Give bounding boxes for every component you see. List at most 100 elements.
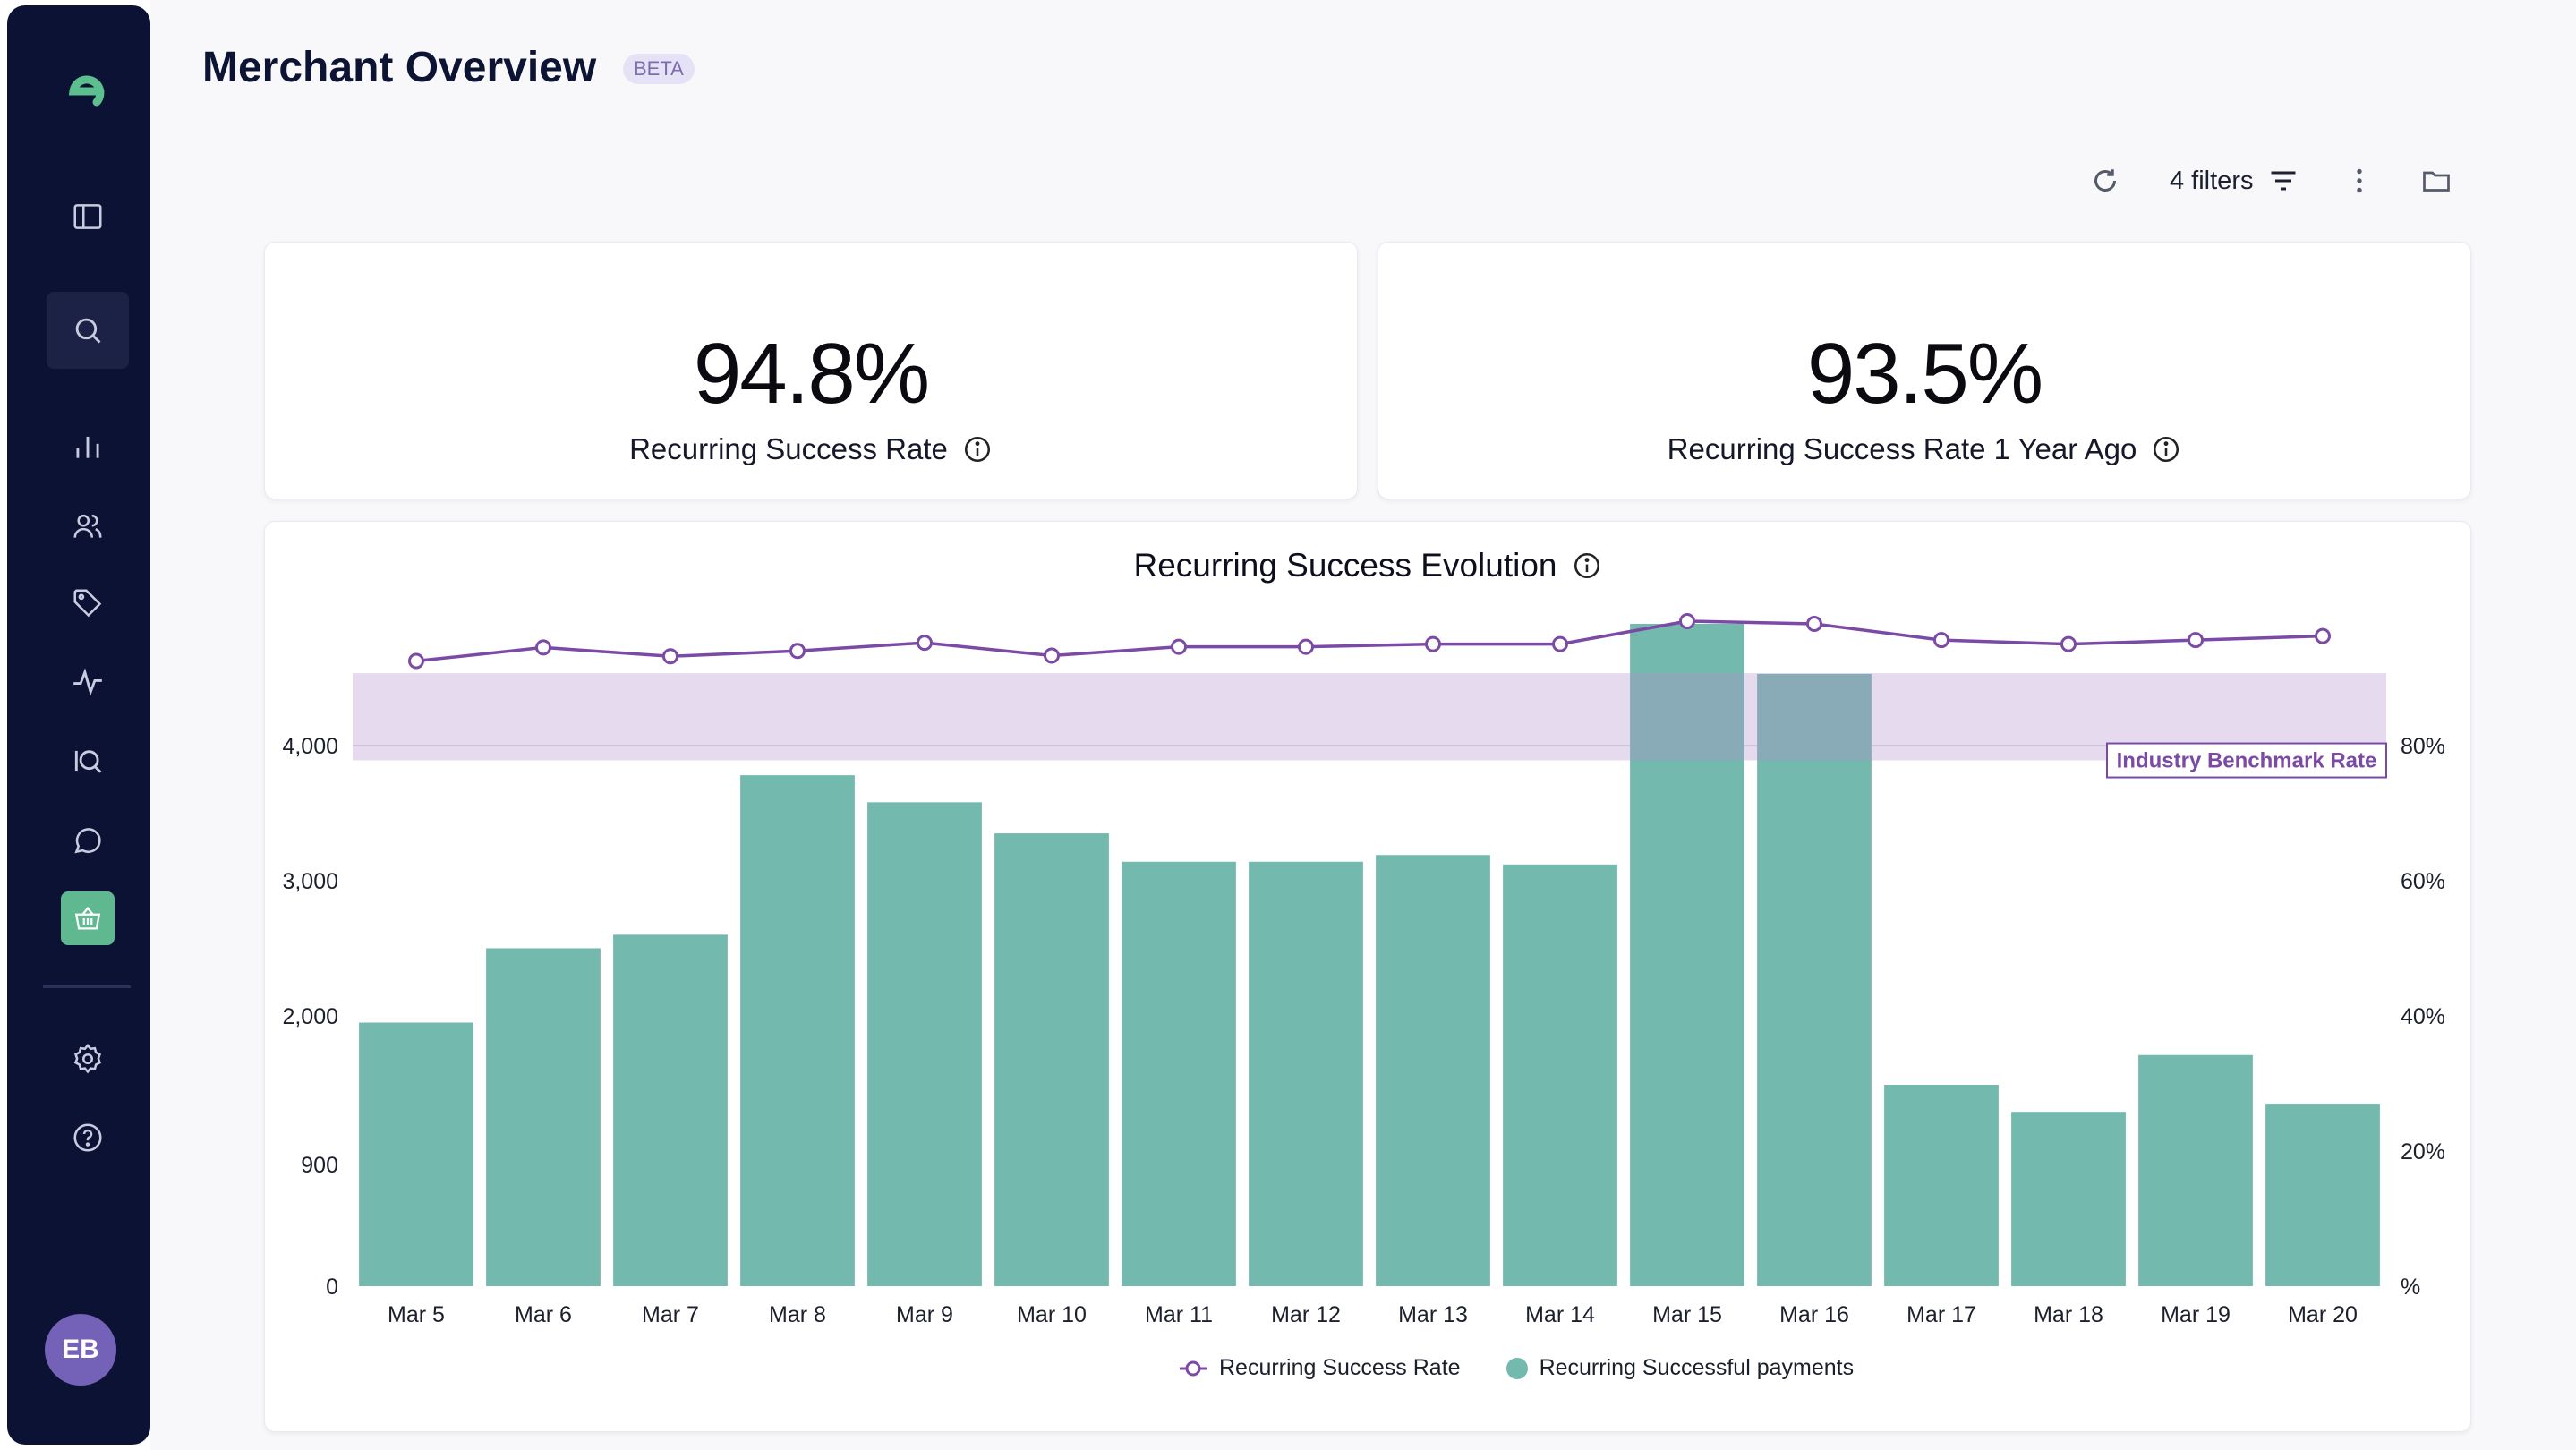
kpi-card-current: 94.8% Recurring Success Rate <box>264 242 1358 499</box>
filter-icon <box>2271 171 2296 191</box>
benchmark-label: Industry Benchmark Rate <box>2117 749 2377 773</box>
x-axis-tick-label: Mar 8 <box>769 1302 826 1327</box>
x-axis-tick-label: Mar 18 <box>2034 1302 2103 1327</box>
x-axis-tick-label: Mar 7 <box>642 1302 699 1327</box>
rate-point <box>408 652 424 670</box>
left-axis-tick-label: 900 <box>301 1153 338 1178</box>
recurring-success-chart: Industry Benchmark Rate 0 900 2,000 3,000 4,0… <box>282 612 2445 1327</box>
rate-point <box>662 648 678 665</box>
avatar[interactable]: EB <box>45 1314 116 1386</box>
x-axis-tick-label: Mar 11 <box>1145 1302 1213 1327</box>
x-axis-tick-label: Mar 13 <box>1398 1302 1468 1327</box>
kpi-label: Recurring Success Rate <box>629 432 948 465</box>
bar-mar-6 <box>486 948 601 1286</box>
refresh-icon[interactable] <box>2084 159 2127 202</box>
rate-point <box>789 643 806 660</box>
rate-point <box>1933 632 1949 649</box>
bar-mar-8 <box>740 775 855 1286</box>
logo-icon[interactable] <box>61 64 111 115</box>
rate-point <box>1425 635 1441 652</box>
rate-point <box>1044 647 1060 664</box>
bar-mar-19 <box>2138 1054 2253 1286</box>
bar-chart-icon[interactable] <box>47 408 129 485</box>
info-icon[interactable] <box>2151 434 2181 465</box>
iq-icon[interactable] <box>47 722 129 799</box>
chart-legend: Recurring Success Rate Recurring Success… <box>1178 1355 1854 1381</box>
main-content: Merchant Overview BETA 4 filters 94.8% R… <box>150 0 2576 1450</box>
rate-point <box>2315 627 2331 644</box>
page-title: Merchant Overview <box>202 44 597 91</box>
chart-title: Recurring Success Evolution <box>1133 547 1557 584</box>
sidebar: EB <box>7 5 150 1445</box>
search-icon[interactable] <box>47 292 129 369</box>
kpi-label: Recurring Success Rate 1 Year Ago <box>1667 432 2137 465</box>
bar-mar-13 <box>1376 855 1490 1286</box>
bar-mar-11 <box>1122 861 1236 1286</box>
x-axis-tick-label: Mar 16 <box>1779 1302 1849 1327</box>
rate-point <box>1806 616 1822 632</box>
info-icon[interactable] <box>1572 550 1602 581</box>
filters-button[interactable]: 4 filters <box>2170 161 2299 200</box>
right-axis-tick-label: 80% <box>2401 734 2445 759</box>
basket-icon[interactable] <box>61 891 115 945</box>
info-icon[interactable] <box>962 434 993 465</box>
bar-mar-7 <box>613 934 728 1286</box>
rate-point <box>1298 638 1314 655</box>
kpi-label-row: Recurring Success Rate <box>265 432 1357 466</box>
bar-mar-16 <box>1757 673 1872 1286</box>
chart-title-row: Recurring Success Evolution <box>265 547 2470 584</box>
bar-mar-14 <box>1503 864 1617 1286</box>
right-axis-tick-label: % <box>2401 1275 2420 1300</box>
settings-icon[interactable] <box>47 1020 129 1097</box>
benchmark-label-box <box>2106 742 2387 779</box>
kpi-label-row: Recurring Success Rate 1 Year Ago <box>1378 432 2470 466</box>
legend-label: Recurring Success Rate <box>1219 1355 1461 1380</box>
bar-mar-10 <box>994 833 1109 1286</box>
bar-mar-17 <box>1884 1084 1999 1286</box>
help-icon[interactable] <box>47 1099 129 1176</box>
rate-point <box>2060 635 2077 652</box>
left-axis-tick-label: 3,000 <box>282 869 338 894</box>
chat-icon[interactable] <box>47 802 129 879</box>
left-axis-tick-label: 2,000 <box>282 1004 338 1029</box>
folder-icon[interactable] <box>2415 159 2458 202</box>
activity-icon[interactable] <box>47 644 129 721</box>
x-axis-tick-label: Mar 10 <box>1017 1302 1087 1327</box>
x-axis-tick-label: Mar 14 <box>1525 1302 1595 1327</box>
right-axis-tick-label: 60% <box>2401 869 2445 894</box>
rate-point <box>535 639 551 656</box>
filters-label: 4 filters <box>2170 166 2254 195</box>
legend-item-rate[interactable]: Recurring Success Rate <box>1178 1355 1461 1381</box>
bar-mar-5 <box>359 1022 473 1286</box>
users-icon[interactable] <box>47 488 129 565</box>
bar-mar-20 <box>2265 1104 2380 1286</box>
rate-point <box>917 635 933 652</box>
legend-bar-marker <box>1506 1357 1528 1379</box>
right-axis-tick-label: 40% <box>2401 1004 2445 1029</box>
bar-mar-15 <box>1630 624 1744 1286</box>
kpi-card-year-ago: 93.5% Recurring Success Rate 1 Year Ago <box>1378 242 2471 499</box>
x-axis-tick-label: Mar 9 <box>896 1302 953 1327</box>
beta-badge: BETA <box>623 54 695 84</box>
x-axis-tick-label: Mar 12 <box>1271 1302 1341 1327</box>
rate-point <box>1552 635 1568 652</box>
left-axis-tick-label: 0 <box>326 1275 338 1300</box>
rate-point <box>2188 632 2204 649</box>
benchmark-band <box>353 673 2386 761</box>
legend-label: Recurring Successful payments <box>1539 1355 1855 1380</box>
bar-mar-9 <box>867 802 982 1286</box>
kpi-value: 93.5% <box>1806 326 2043 422</box>
sidebar-divider <box>43 985 131 988</box>
panel-icon[interactable] <box>47 178 129 255</box>
x-axis-tick-label: Mar 6 <box>515 1302 572 1327</box>
tag-icon[interactable] <box>47 565 129 642</box>
left-axis-tick-label: 4,000 <box>282 734 338 759</box>
x-axis-tick-label: Mar 5 <box>388 1302 445 1327</box>
rate-point <box>1171 638 1187 655</box>
legend-line-marker <box>1180 1360 1207 1376</box>
legend-item-payments[interactable]: Recurring Successful payments <box>1506 1355 1855 1381</box>
more-options-icon[interactable] <box>2338 159 2381 202</box>
kpi-value: 94.8% <box>693 326 930 422</box>
x-axis-tick-label: Mar 20 <box>2288 1302 2358 1327</box>
x-axis-tick-label: Mar 15 <box>1652 1302 1722 1327</box>
